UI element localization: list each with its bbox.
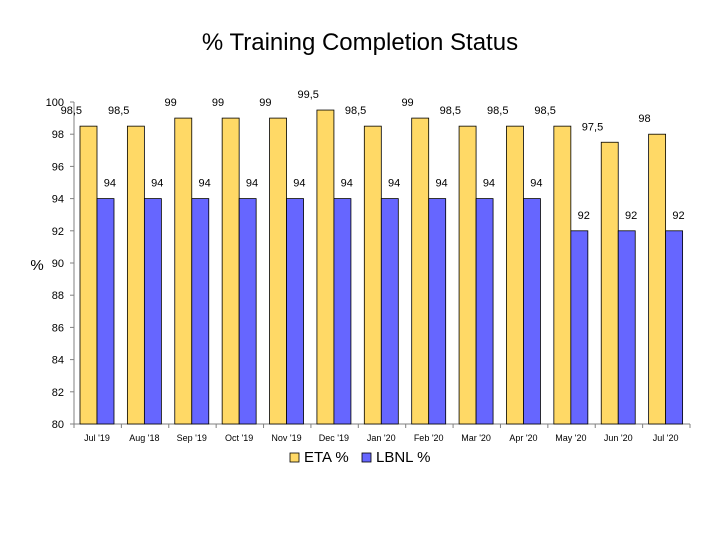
- bar-eta: [553, 125, 572, 425]
- bar-eta: [221, 117, 240, 425]
- y-tick-label: 90: [52, 258, 64, 270]
- data-label-eta: 99: [259, 97, 271, 109]
- x-tick-label: Feb '20: [414, 433, 444, 443]
- data-label-eta: 99: [165, 97, 177, 109]
- bar-lbnl: [428, 198, 447, 425]
- bar-eta: [363, 125, 382, 425]
- data-label-lbnl: 94: [388, 178, 400, 190]
- bar-lbnl: [570, 230, 589, 425]
- y-tick-label: 82: [52, 387, 64, 399]
- data-label-lbnl: 92: [672, 210, 684, 222]
- data-label-lbnl: 94: [151, 178, 163, 190]
- data-label-eta: 97,5: [582, 121, 603, 133]
- y-tick-label: 88: [52, 290, 64, 302]
- x-tick-label: Mar '20: [461, 433, 491, 443]
- bar-eta: [316, 109, 335, 425]
- bar-eta: [648, 133, 667, 425]
- data-label-eta: 98: [638, 113, 650, 125]
- x-tick-label: Sep '19: [177, 433, 207, 443]
- data-label-eta: 98,5: [534, 105, 555, 117]
- bar-lbnl: [523, 198, 541, 425]
- x-tick-label: Jul '20: [653, 433, 679, 443]
- bar-lbnl: [665, 230, 684, 425]
- bar-eta: [269, 117, 287, 425]
- bar-eta: [126, 125, 145, 425]
- bar-eta: [79, 125, 98, 425]
- x-tick-label: Dec '19: [319, 433, 349, 443]
- x-tick-label: Jan '20: [367, 433, 396, 443]
- data-label-eta: 98,5: [440, 105, 461, 117]
- data-label-lbnl: 92: [625, 210, 637, 222]
- legend-label-lbnl: LBNL %: [376, 449, 430, 466]
- x-tick-label: Jun '20: [604, 433, 633, 443]
- x-tick-label: Oct '19: [225, 433, 253, 443]
- y-tick-label: 92: [52, 226, 64, 238]
- x-tick-label: Apr '20: [509, 433, 537, 443]
- legend: ETA % LBNL %: [289, 449, 430, 466]
- data-label-lbnl: 94: [483, 178, 495, 190]
- legend-label-eta: ETA %: [304, 449, 349, 466]
- x-tick-label: May '20: [555, 433, 586, 443]
- bar-lbnl: [617, 230, 636, 425]
- data-label-lbnl: 94: [246, 178, 258, 190]
- chart-title: % Training Completion Status: [202, 29, 518, 56]
- data-label-lbnl: 94: [341, 178, 353, 190]
- bar-lbnl: [286, 198, 304, 425]
- data-label-lbnl: 94: [530, 178, 542, 190]
- bar-lbnl: [96, 198, 115, 425]
- bar-eta: [411, 117, 430, 425]
- data-label-lbnl: 94: [104, 178, 116, 190]
- data-label-eta: 99: [401, 97, 413, 109]
- data-label-lbnl: 94: [199, 178, 211, 190]
- bar-lbnl: [143, 198, 162, 425]
- y-tick-label: 86: [52, 322, 64, 334]
- bar-eta: [174, 117, 193, 425]
- y-tick-label: 94: [52, 194, 64, 206]
- y-tick-label: 98: [52, 129, 64, 141]
- bar-lbnl: [333, 198, 352, 425]
- x-tick-label: Jul '19: [84, 433, 110, 443]
- y-tick-label: 80: [52, 419, 64, 431]
- data-label-lbnl: 94: [435, 178, 447, 190]
- data-label-eta: 99: [212, 97, 224, 109]
- legend-swatch-lbnl: [361, 452, 372, 463]
- bar-eta: [458, 125, 477, 425]
- data-label-lbnl: 92: [578, 210, 590, 222]
- x-tick-label: Nov '19: [271, 433, 301, 443]
- x-tick-label: Aug '18: [129, 433, 159, 443]
- data-label-eta: 98,5: [487, 105, 508, 117]
- bar-eta: [506, 125, 524, 425]
- y-tick-label: 100: [46, 97, 64, 109]
- data-label-eta: 98,5: [108, 105, 129, 117]
- data-label-eta: 99,5: [298, 89, 319, 101]
- data-label-lbnl: 94: [293, 178, 305, 190]
- legend-swatch-eta: [289, 452, 300, 463]
- bar-lbnl: [380, 198, 399, 425]
- data-label-eta: 98,5: [61, 105, 82, 117]
- y-tick-label: 84: [52, 355, 64, 367]
- y-axis-label: %: [30, 257, 43, 274]
- bar-lbnl: [238, 198, 257, 425]
- data-label-eta: 98,5: [345, 105, 366, 117]
- bar-lbnl: [191, 198, 210, 425]
- y-tick-label: 96: [52, 161, 64, 173]
- bar-lbnl: [475, 198, 494, 425]
- bar-eta: [600, 141, 619, 425]
